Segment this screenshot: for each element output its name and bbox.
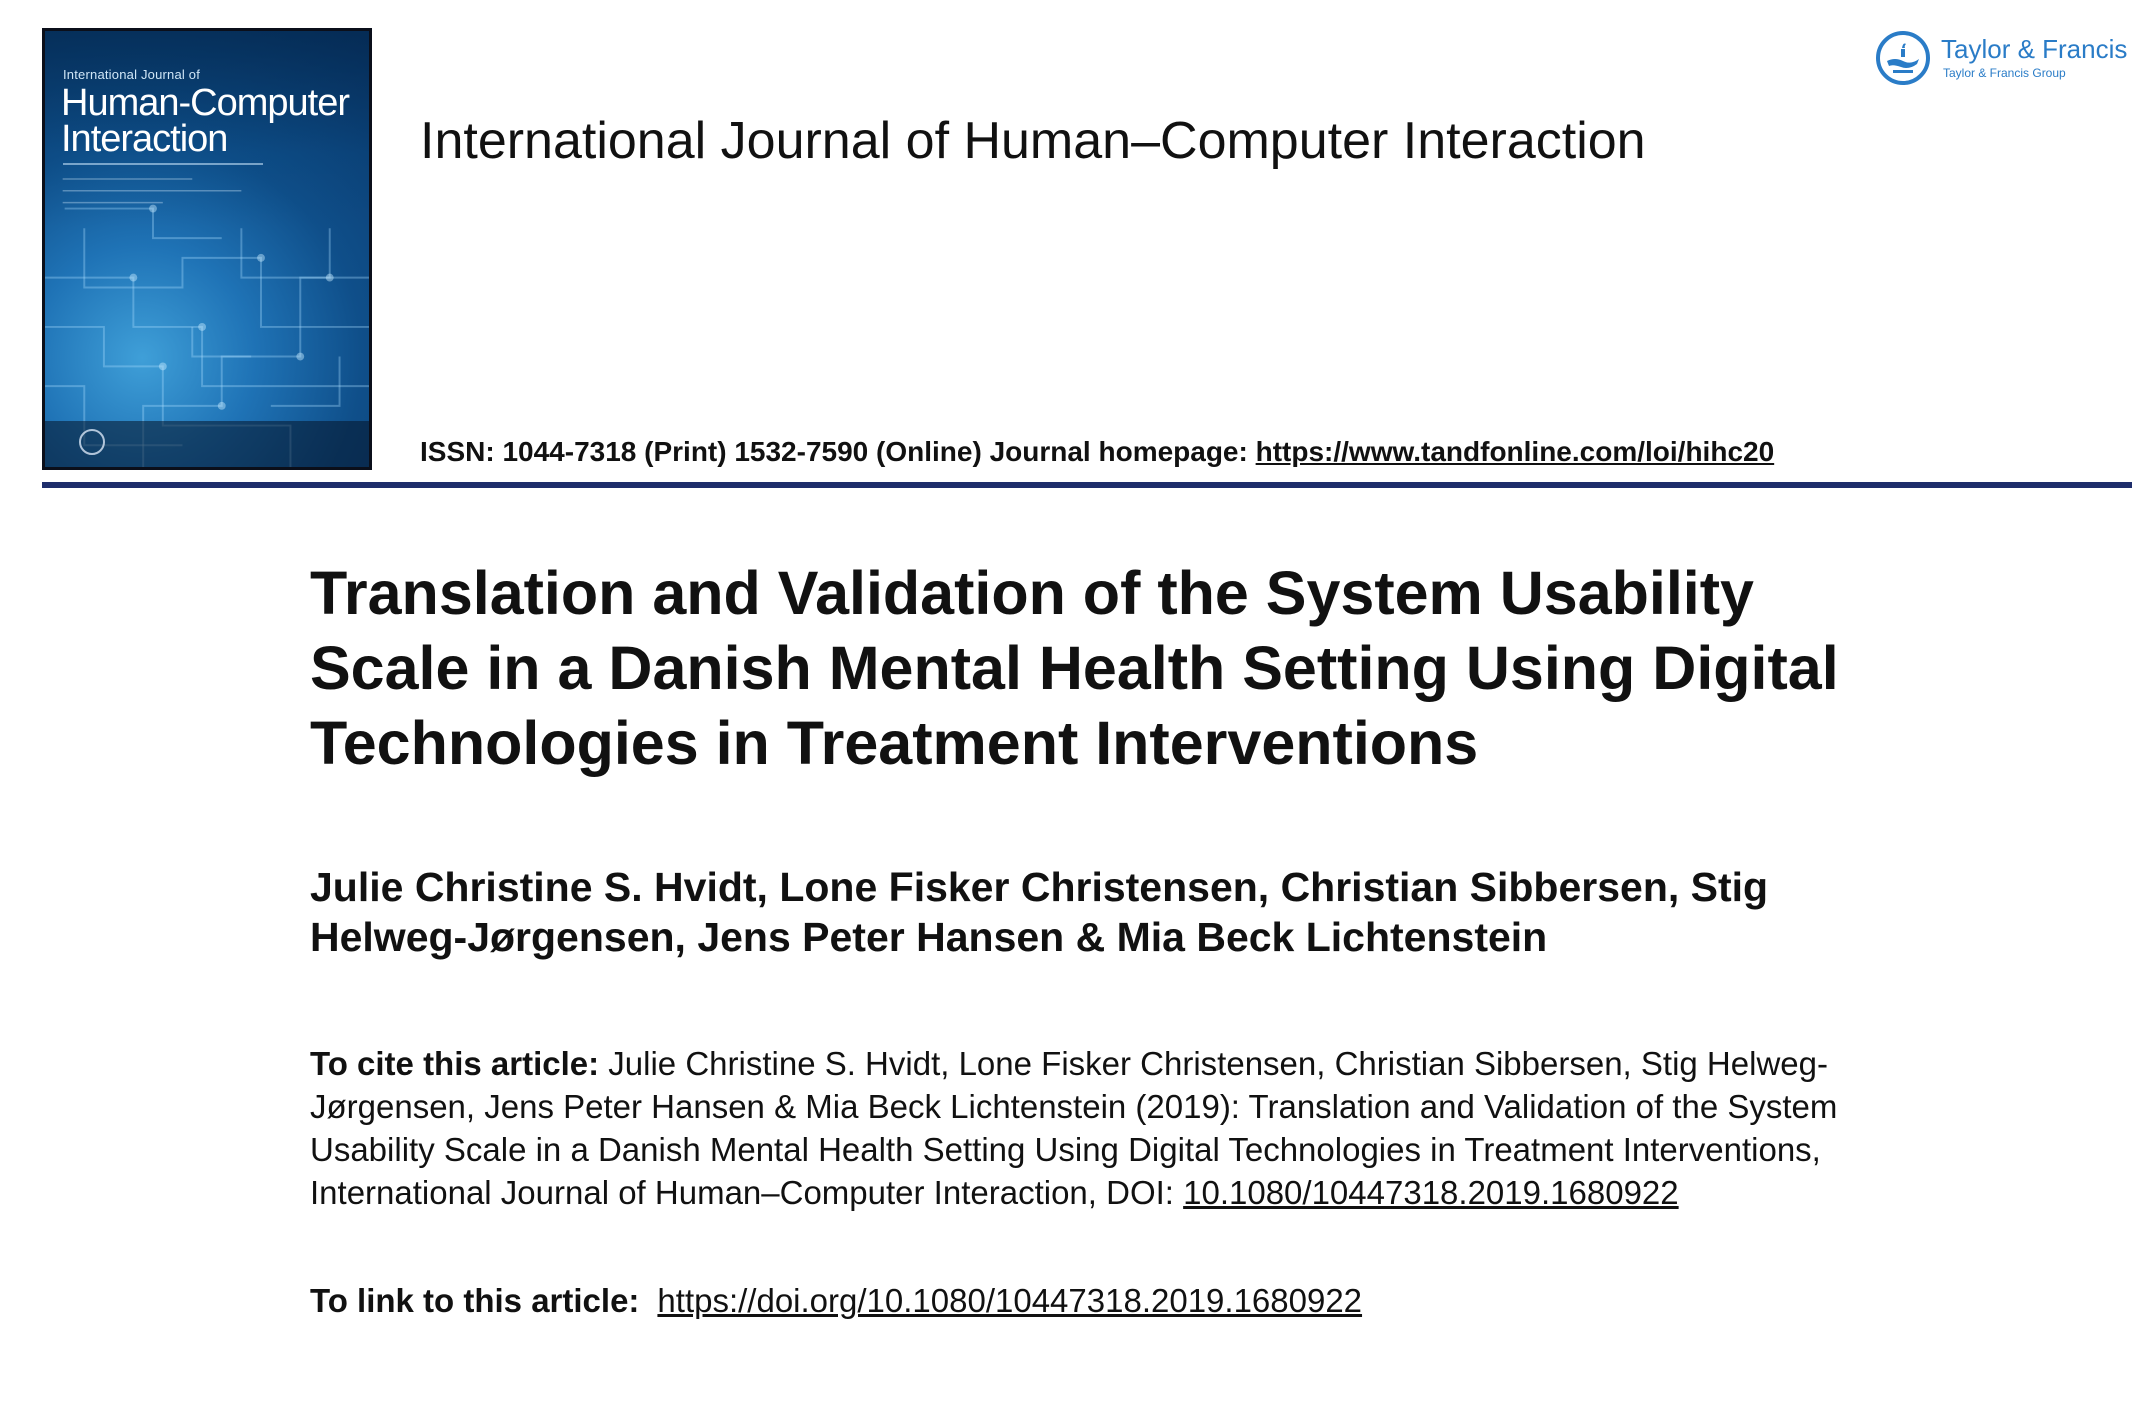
publisher-group: Taylor & Francis Group [1943, 66, 2066, 80]
article-title: Translation and Validation of the System… [310, 559, 1839, 777]
taylor-francis-lamp-icon [1876, 31, 1930, 85]
article-url-link[interactable]: https://doi.org/10.1080/10447318.2019.16… [657, 1282, 1363, 1319]
cover-title-text: Human-Computer Interaction [61, 82, 350, 160]
author-list: Julie Christine S. Hvidt, Lone Fisker Ch… [310, 864, 1769, 960]
header-divider-rule [42, 482, 2132, 488]
journal-cover-image: International Journal of Human-Computer … [42, 28, 372, 470]
journal-homepage-link[interactable]: https://www.tandfonline.com/loi/hihc20 [1255, 436, 1775, 467]
doi-link[interactable]: 10.1080/10447318.2019.1680922 [1183, 1174, 1679, 1211]
link-label: To link to this article: [310, 1282, 640, 1319]
cite-label: To cite this article: [310, 1045, 600, 1082]
journal-title: International Journal of Human–Computer … [420, 112, 1646, 170]
issn-text: ISSN: 1044-7318 (Print) 1532-7590 (Onlin… [420, 436, 1256, 467]
cite-text: Julie Christine S. Hvidt, Lone Fisker Ch… [310, 1045, 1838, 1211]
article-link-line: To link to this article: https://doi.org/… [310, 1282, 1362, 1320]
cover-divider [63, 163, 263, 171]
issn-line: ISSN: 1044-7318 (Print) 1532-7590 (Onlin… [420, 436, 1774, 468]
cover-kicker-text: International Journal of [63, 67, 201, 82]
publisher-name: Taylor & Francis [1941, 34, 2128, 64]
cover-footer-band [45, 421, 369, 467]
citation-block: To cite this article: Julie Christine S.… [310, 1042, 1850, 1214]
circuit-pattern-graphic [45, 178, 369, 467]
cover-publisher-mark-icon [79, 429, 105, 455]
publisher-logo[interactable]: Taylor & Francis Taylor & Francis Group [1875, 26, 2135, 96]
